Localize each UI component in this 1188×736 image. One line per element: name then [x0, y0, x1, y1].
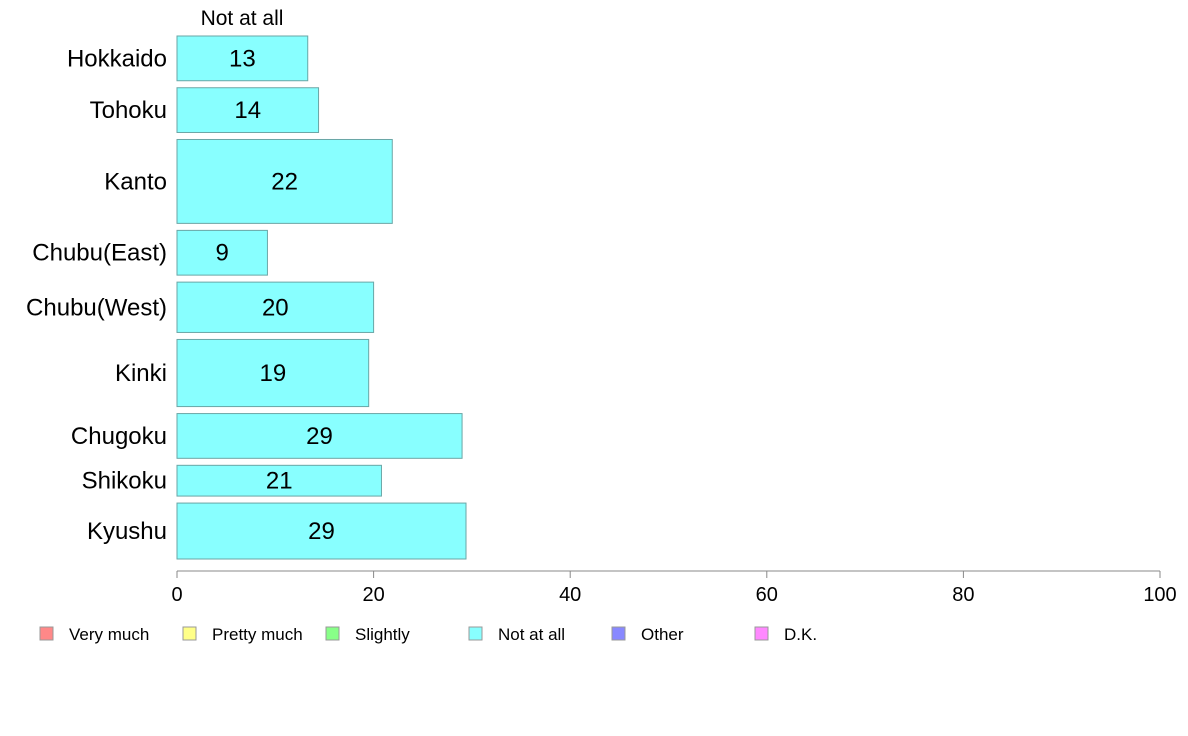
x-tick-label: 0	[171, 584, 182, 606]
category-label: Chugoku	[71, 423, 167, 450]
data-label: 14	[234, 97, 261, 124]
bars-group: 13 14 22 9 20 19 29 21 29	[176, 35, 467, 560]
legend-label: D.K.	[784, 625, 817, 644]
x-tick-label: 80	[952, 584, 974, 606]
data-label: 29	[308, 518, 335, 545]
category-labels: Hokkaido Tohoku Kanto Chubu(East) Chubu(West…	[26, 45, 167, 545]
segment-header-label: Not at all	[201, 7, 284, 30]
data-label: 22	[271, 168, 298, 195]
bar-hokkaido	[176, 35, 309, 82]
category-label: Tohoku	[90, 97, 167, 124]
legend-label: Not at all	[498, 625, 565, 644]
category-label: Chubu(East)	[32, 240, 167, 267]
legend-swatch	[39, 626, 54, 641]
data-label: 20	[262, 294, 289, 321]
bar-kyushu	[176, 502, 467, 560]
x-tick-label: 20	[362, 584, 384, 606]
data-label: 9	[216, 240, 229, 267]
legend-swatch	[754, 626, 769, 641]
legend-swatch	[611, 626, 626, 641]
x-tick-label: 40	[559, 584, 581, 606]
x-tick-label: 100	[1143, 584, 1176, 606]
x-tick-label: 60	[756, 584, 778, 606]
bar-kanto	[176, 138, 393, 224]
bar-chugoku	[176, 413, 463, 459]
data-label: 13	[229, 45, 256, 72]
category-label: Shikoku	[82, 468, 167, 495]
data-label: 29	[306, 423, 333, 450]
data-label: 19	[259, 360, 286, 387]
category-label: Kanto	[104, 168, 167, 195]
legend-swatch	[325, 626, 340, 641]
category-label: Kyushu	[87, 518, 167, 545]
data-label: 21	[266, 468, 293, 495]
legend: Very much Pretty much Slightly Not at all Ot…	[39, 625, 817, 644]
legend-label: Pretty much	[212, 625, 303, 644]
category-label: Hokkaido	[67, 45, 167, 72]
category-label: Kinki	[115, 360, 167, 387]
x-axis: 0 20 40 60 80 100	[171, 570, 1177, 606]
bar-tohoku	[176, 87, 320, 133]
legend-label: Slightly	[355, 625, 410, 644]
category-label: Chubu(West)	[26, 294, 167, 321]
bar-chubu-west-	[176, 281, 375, 333]
bar-chubu-east-	[176, 229, 268, 276]
legend-label: Other	[641, 625, 684, 644]
legend-swatch	[182, 626, 197, 641]
bar-shikoku	[176, 464, 382, 497]
bar-kinki	[176, 338, 370, 408]
legend-label: Very much	[69, 625, 149, 644]
legend-swatch	[468, 626, 483, 641]
